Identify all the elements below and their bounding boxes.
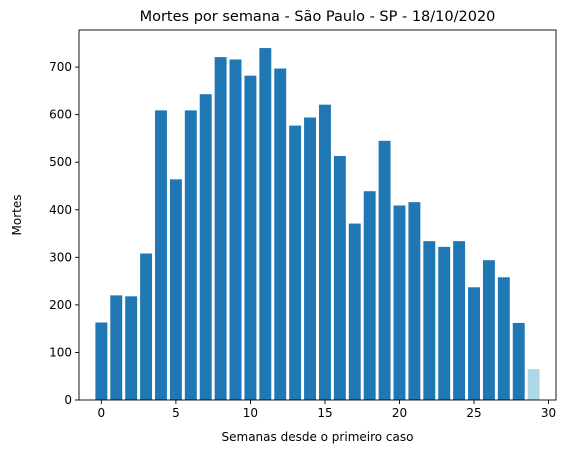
x-tick-label: 0 (98, 406, 106, 420)
bar-week-8 (214, 57, 227, 400)
bar-week-16 (333, 156, 346, 400)
bar-week-15 (318, 104, 331, 401)
x-axis-label: Semanas desde o primeiro caso (222, 430, 414, 444)
bar-week-23 (438, 246, 451, 400)
bar-week-3 (140, 253, 153, 400)
bar-week-11 (259, 48, 272, 400)
bar-week-19 (378, 140, 391, 401)
bar-week-25 (468, 287, 480, 400)
y-tick-label: 0 (64, 393, 72, 407)
x-tick-label: 25 (466, 406, 481, 420)
bar-week-4 (155, 110, 167, 401)
x-tick-label: 30 (541, 406, 556, 420)
bar-week-22 (423, 241, 436, 400)
x-tick-label: 5 (172, 406, 180, 420)
bar-week-2 (125, 296, 138, 400)
chart-title: Mortes por semana - São Paulo - SP - 18/… (140, 9, 496, 25)
y-axis-label: Mortes (10, 195, 24, 236)
bar-week-18 (363, 191, 376, 400)
bar-week-0 (95, 322, 108, 400)
y-tick-label: 100 (49, 345, 72, 359)
bar-week-27 (497, 277, 510, 400)
y-tick-label: 200 (49, 298, 72, 312)
bar-week-20 (393, 205, 406, 400)
bar-week-26 (482, 260, 495, 400)
bar-week-29 (527, 369, 540, 400)
bar-week-7 (199, 94, 212, 400)
x-axis: 0 5 10 15 20 25 30 (98, 400, 556, 420)
y-tick-label: 500 (49, 155, 72, 169)
bar-week-28 (512, 322, 525, 400)
bar-week-14 (304, 117, 317, 401)
x-tick-label: 15 (317, 406, 332, 420)
bar-week-24 (453, 241, 466, 400)
bar-week-5 (169, 179, 182, 400)
bar-week-12 (274, 68, 287, 400)
bar-week-21 (408, 202, 421, 400)
y-tick-label: 600 (49, 108, 72, 122)
bar-week-13 (289, 125, 302, 401)
plot-frame (78, 29, 557, 401)
bar-week-17 (348, 223, 361, 400)
bar-week-1 (110, 295, 123, 400)
bar-week-9 (229, 59, 242, 400)
y-tick-label: 300 (49, 250, 72, 264)
x-tick-label: 10 (243, 406, 258, 420)
bar-week-10 (244, 75, 257, 401)
bars-group (95, 48, 540, 401)
y-tick-label: 400 (49, 203, 72, 217)
y-tick-label: 700 (49, 60, 72, 74)
bar-week-6 (184, 110, 197, 401)
x-tick-label: 20 (392, 406, 407, 420)
y-axis: 0 100 200 300 400 500 600 700 (49, 60, 79, 407)
